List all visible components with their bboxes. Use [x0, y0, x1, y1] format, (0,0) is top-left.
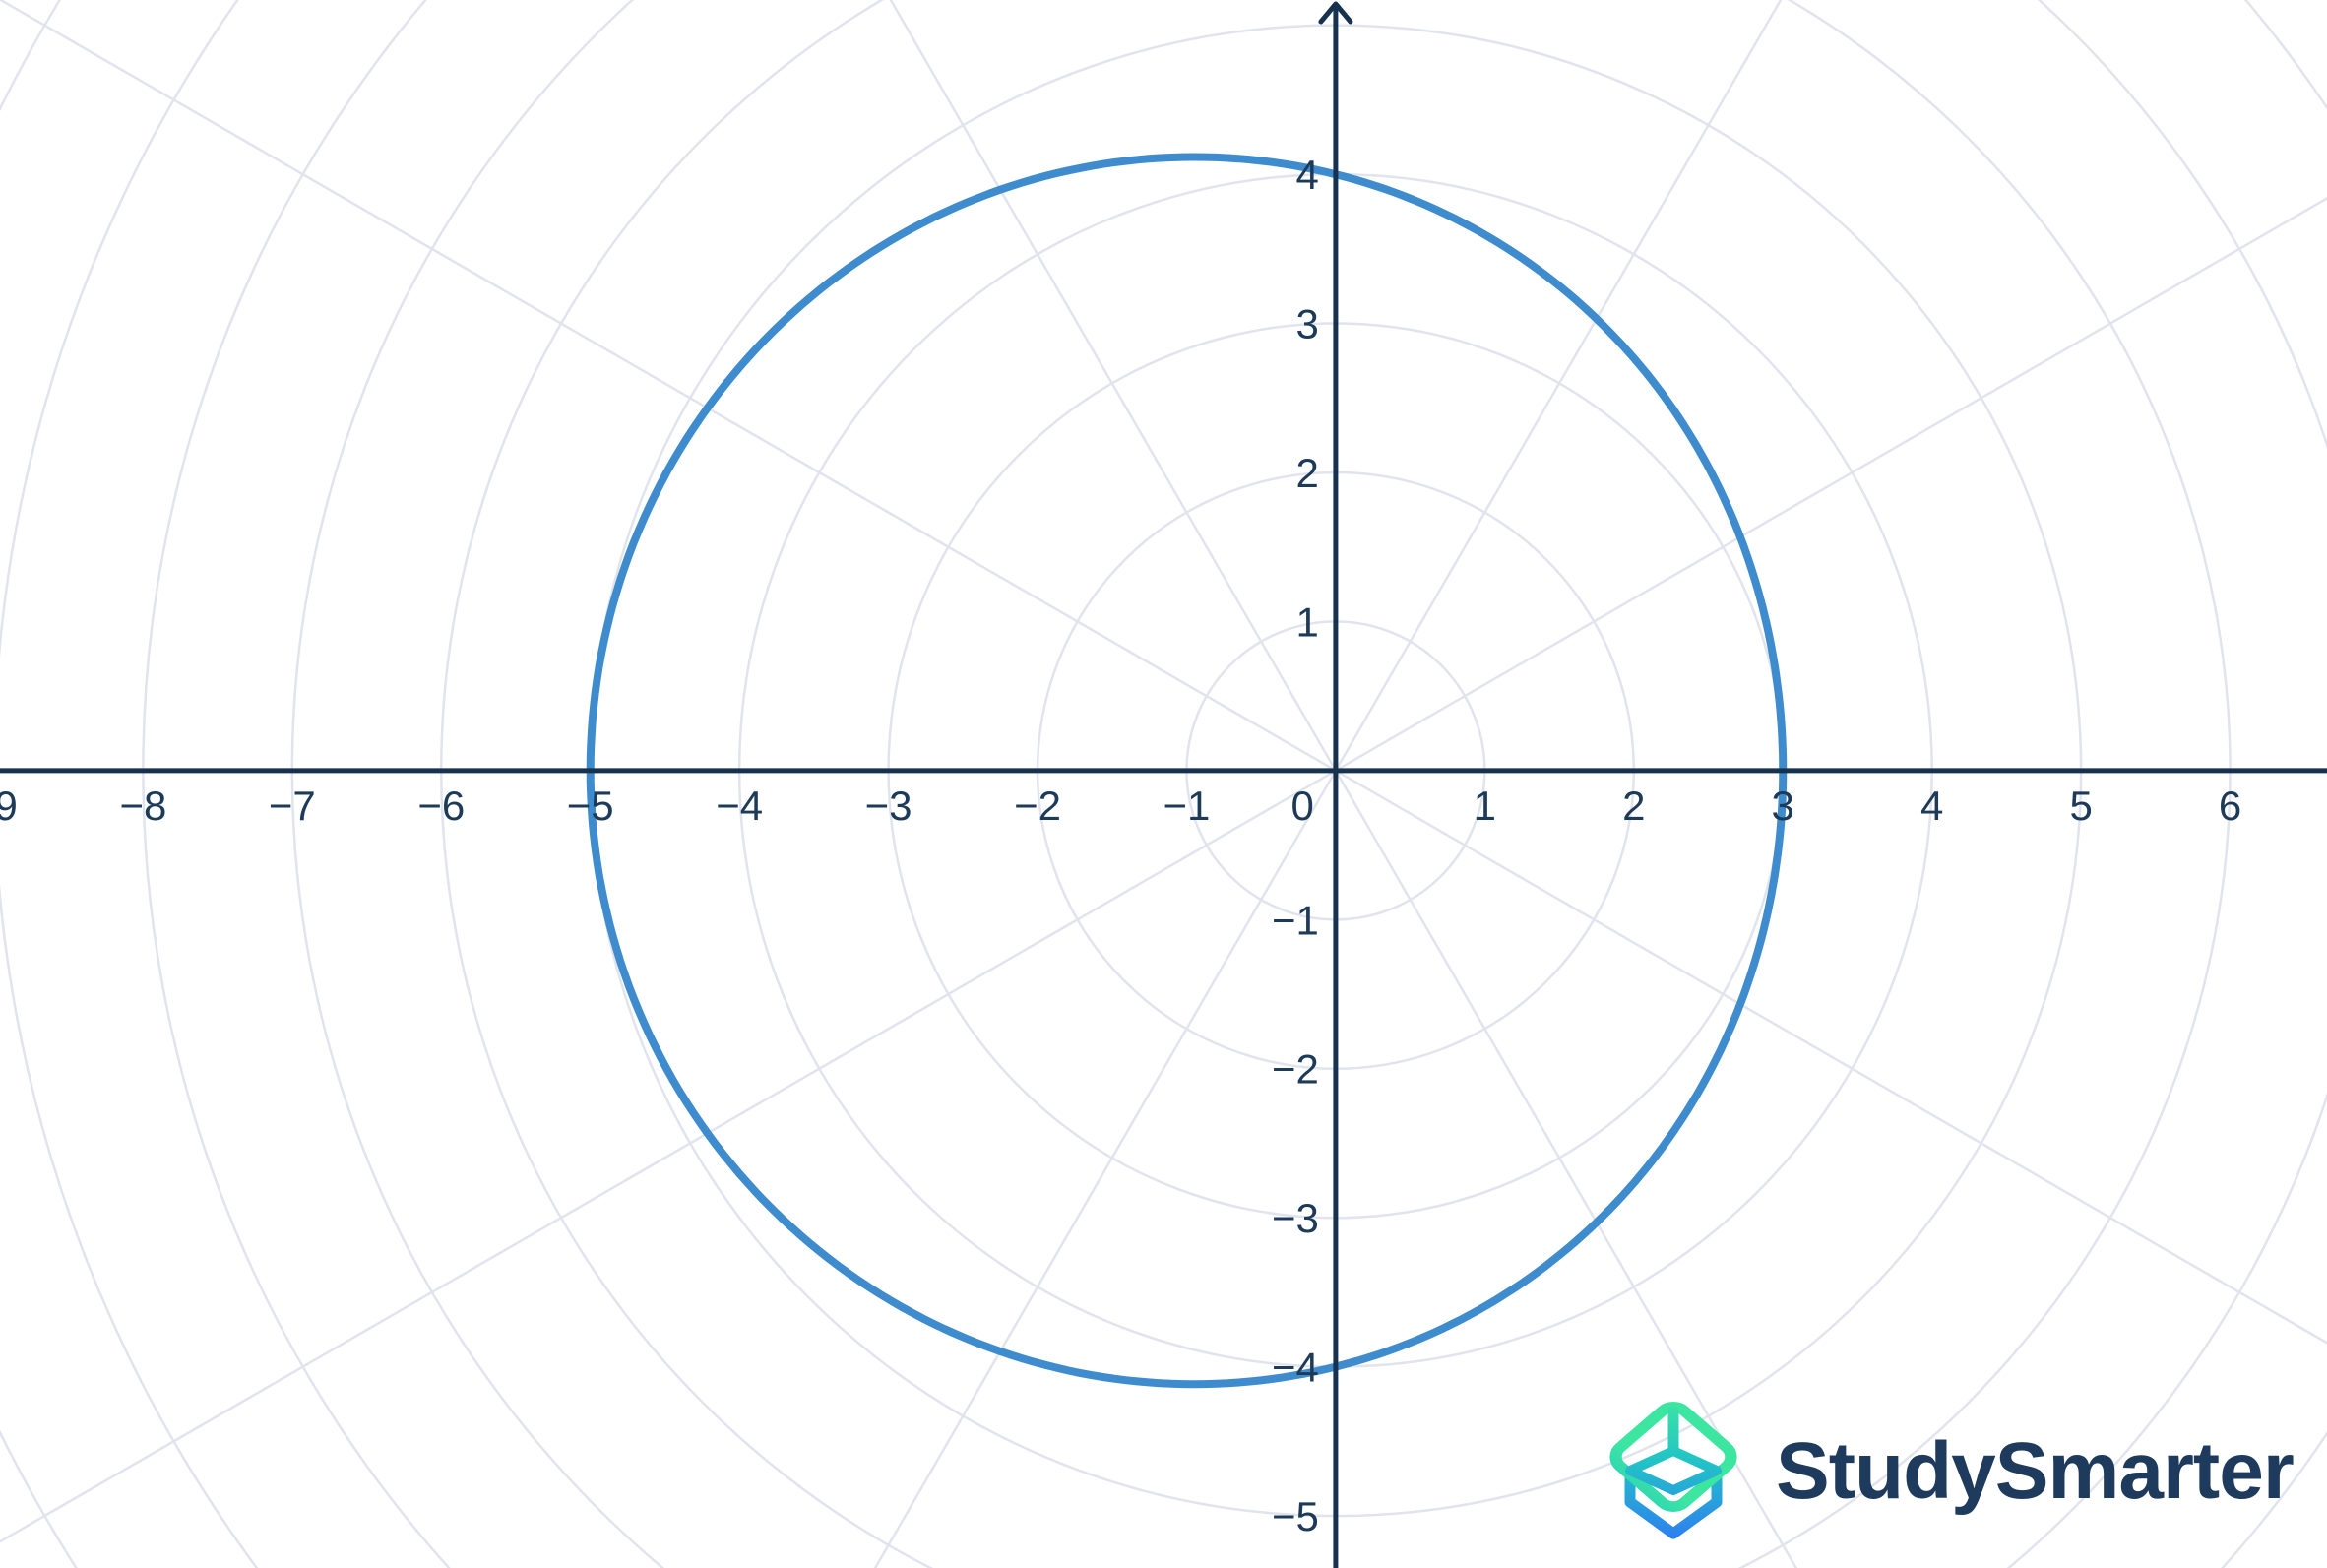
logo-box-bottom	[1624, 1467, 1723, 1539]
x-tick-label: 6	[2219, 783, 2241, 829]
y-tick-label: −2	[1272, 1046, 1319, 1093]
studysmarter-logo: StudySmarter	[1595, 1376, 2295, 1553]
x-tick-label: −4	[716, 783, 763, 829]
x-tick-label: 5	[2069, 783, 2092, 829]
x-tick-label: 2	[1622, 783, 1645, 829]
logo-inner-diamond	[1625, 1446, 1722, 1495]
x-tick-label: −5	[567, 783, 614, 829]
y-tick-label: −1	[1272, 897, 1319, 943]
y-tick-label: 2	[1296, 450, 1319, 496]
x-tick-label: −1	[1164, 783, 1211, 829]
x-tick-label: −9	[0, 783, 18, 829]
polar-grid-circle	[142, 0, 2327, 1568]
x-tick-label: −8	[119, 783, 166, 829]
x-tick-label: 4	[1920, 783, 1943, 829]
y-axis-arrowhead	[1318, 1, 1353, 25]
x-tick-label: −7	[269, 783, 316, 829]
x-tick-label: −6	[417, 783, 465, 829]
y-tick-label: 4	[1296, 152, 1319, 198]
y-tick-label: −4	[1272, 1345, 1319, 1391]
y-tick-label: −3	[1272, 1195, 1319, 1241]
x-tick-label: −2	[1014, 783, 1061, 829]
x-tick-label: 1	[1474, 783, 1496, 829]
y-tick-label: 3	[1296, 301, 1319, 347]
x-tick-label: 3	[1772, 783, 1794, 829]
x-tick-label: −3	[865, 783, 912, 829]
y-tick-label: −5	[1272, 1493, 1319, 1539]
studysmarter-logo-icon	[1609, 1402, 1737, 1539]
y-tick-label: 1	[1296, 598, 1319, 645]
logo-lid-diamond	[1609, 1402, 1737, 1512]
origin-label: 0	[1291, 783, 1314, 829]
studysmarter-wordmark: StudySmarter	[1776, 1426, 2295, 1516]
